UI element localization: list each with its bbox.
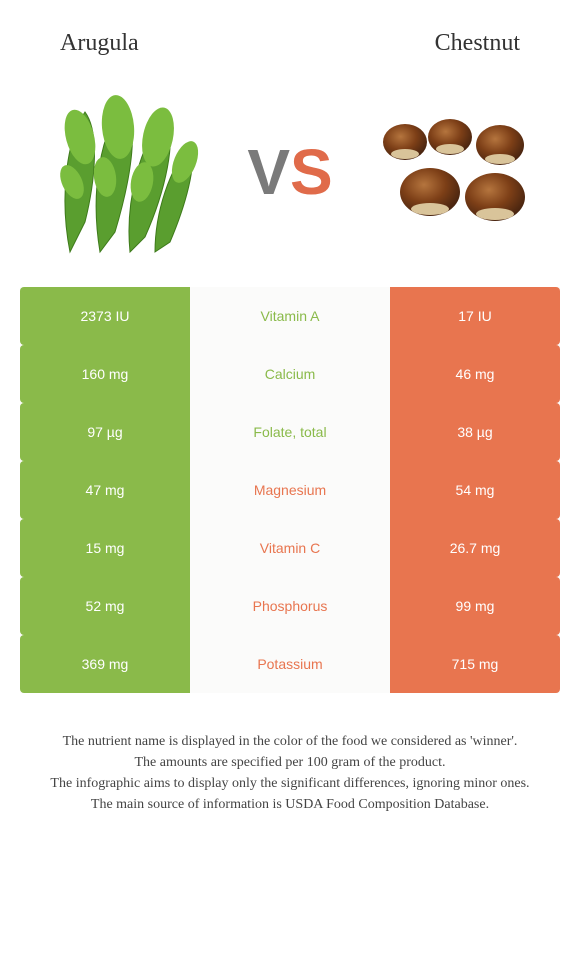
vs-s: S (290, 136, 333, 208)
footnote-line: The amounts are specified per 100 gram o… (30, 754, 550, 773)
value-right: 17 IU (390, 287, 560, 345)
value-left: 369 mg (20, 635, 190, 693)
footnote-line: The nutrient name is displayed in the co… (30, 733, 550, 752)
food-right-title: Chestnut (435, 30, 520, 57)
table-row: 47 mgMagnesium54 mg (20, 461, 560, 519)
table-row: 2373 IUVitamin A17 IU (20, 287, 560, 345)
food-images-row: VS (0, 67, 580, 287)
value-right: 54 mg (390, 461, 560, 519)
nutrient-label: Vitamin C (190, 540, 390, 556)
header: Arugula Chestnut (0, 0, 580, 67)
arugula-image (30, 82, 210, 262)
nutrient-label: Folate, total (190, 424, 390, 440)
footnotes: The nutrient name is displayed in the co… (0, 693, 580, 815)
footnote-line: The main source of information is USDA F… (30, 796, 550, 815)
value-left: 47 mg (20, 461, 190, 519)
table-row: 52 mgPhosphorus99 mg (20, 577, 560, 635)
table-row: 97 µgFolate, total38 µg (20, 403, 560, 461)
value-left: 160 mg (20, 345, 190, 403)
nutrient-label: Phosphorus (190, 598, 390, 614)
value-right: 38 µg (390, 403, 560, 461)
nutrient-label: Calcium (190, 366, 390, 382)
vs-label: VS (247, 135, 332, 209)
value-right: 715 mg (390, 635, 560, 693)
value-right: 26.7 mg (390, 519, 560, 577)
nutrient-table: 2373 IUVitamin A17 IU160 mgCalcium46 mg9… (20, 287, 560, 693)
value-left: 52 mg (20, 577, 190, 635)
vs-v: V (247, 136, 290, 208)
nutrient-label: Potassium (190, 656, 390, 672)
table-row: 369 mgPotassium715 mg (20, 635, 560, 693)
value-right: 46 mg (390, 345, 560, 403)
value-left: 15 mg (20, 519, 190, 577)
food-left-title: Arugula (60, 30, 139, 57)
table-row: 160 mgCalcium46 mg (20, 345, 560, 403)
chestnut-image (370, 82, 550, 262)
footnote-line: The infographic aims to display only the… (30, 775, 550, 794)
nutrient-label: Magnesium (190, 482, 390, 498)
value-left: 97 µg (20, 403, 190, 461)
table-row: 15 mgVitamin C26.7 mg (20, 519, 560, 577)
nutrient-label: Vitamin A (190, 308, 390, 324)
value-left: 2373 IU (20, 287, 190, 345)
value-right: 99 mg (390, 577, 560, 635)
